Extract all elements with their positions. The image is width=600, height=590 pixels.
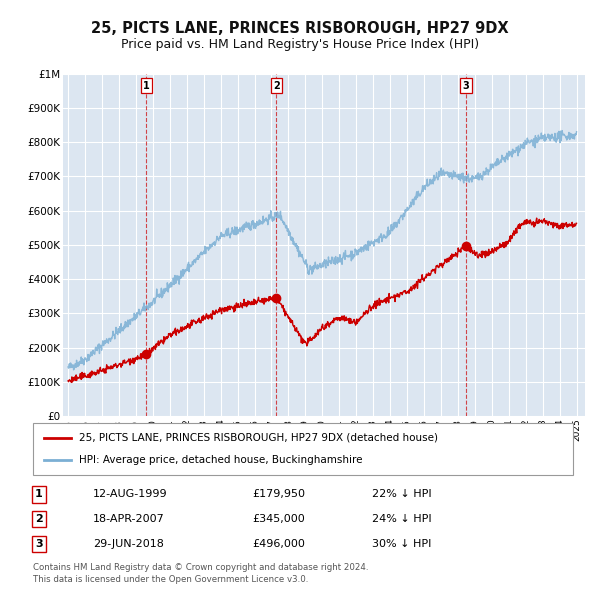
Text: 1: 1 xyxy=(35,490,43,499)
Text: 24% ↓ HPI: 24% ↓ HPI xyxy=(372,514,431,524)
Text: 3: 3 xyxy=(35,539,43,549)
Text: HPI: Average price, detached house, Buckinghamshire: HPI: Average price, detached house, Buck… xyxy=(79,455,362,466)
Text: 25, PICTS LANE, PRINCES RISBOROUGH, HP27 9DX: 25, PICTS LANE, PRINCES RISBOROUGH, HP27… xyxy=(91,21,509,35)
Text: 25, PICTS LANE, PRINCES RISBOROUGH, HP27 9DX (detached house): 25, PICTS LANE, PRINCES RISBOROUGH, HP27… xyxy=(79,432,438,442)
FancyBboxPatch shape xyxy=(33,423,573,475)
Text: 2: 2 xyxy=(273,81,280,91)
Text: 30% ↓ HPI: 30% ↓ HPI xyxy=(372,539,431,549)
Text: 2: 2 xyxy=(35,514,43,524)
Text: 22% ↓ HPI: 22% ↓ HPI xyxy=(372,490,431,499)
Text: 18-APR-2007: 18-APR-2007 xyxy=(93,514,165,524)
Text: Price paid vs. HM Land Registry's House Price Index (HPI): Price paid vs. HM Land Registry's House … xyxy=(121,38,479,51)
Text: Contains HM Land Registry data © Crown copyright and database right 2024.: Contains HM Land Registry data © Crown c… xyxy=(33,563,368,572)
Text: 1: 1 xyxy=(143,81,150,91)
Text: 29-JUN-2018: 29-JUN-2018 xyxy=(93,539,164,549)
Text: 3: 3 xyxy=(463,81,470,91)
Text: £496,000: £496,000 xyxy=(252,539,305,549)
Text: This data is licensed under the Open Government Licence v3.0.: This data is licensed under the Open Gov… xyxy=(33,575,308,584)
Text: £345,000: £345,000 xyxy=(252,514,305,524)
Text: 12-AUG-1999: 12-AUG-1999 xyxy=(93,490,167,499)
Text: £179,950: £179,950 xyxy=(252,490,305,499)
